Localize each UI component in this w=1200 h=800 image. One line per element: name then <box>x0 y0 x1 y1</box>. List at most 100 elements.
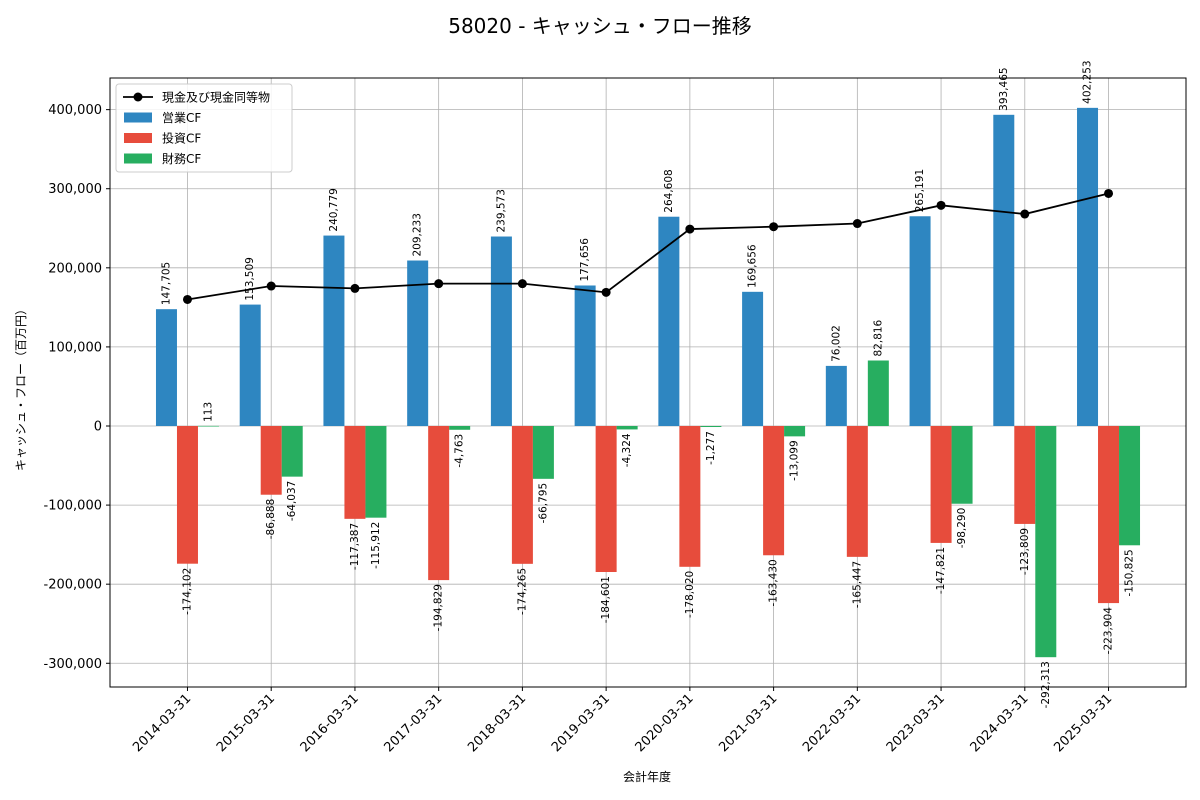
bar-財務CF <box>1119 426 1141 546</box>
bar-財務CF <box>951 426 973 504</box>
line-point <box>601 287 611 297</box>
data-label: -13,099 <box>789 440 801 481</box>
x-tick-label: 2019-03-31 <box>549 691 613 755</box>
y-tick-label: 400,000 <box>48 103 102 118</box>
bar-投資CF <box>344 426 366 519</box>
data-label: 265,191 <box>914 169 926 212</box>
data-label: 239,573 <box>495 189 507 232</box>
bar-財務CF <box>365 426 387 518</box>
bar-財務CF <box>700 426 722 428</box>
legend-swatch <box>124 133 152 143</box>
bar-投資CF <box>595 426 617 573</box>
y-tick-label: -200,000 <box>44 578 102 593</box>
data-label: -165,447 <box>851 561 863 608</box>
legend-swatch <box>124 112 152 123</box>
x-tick-label: 2018-03-31 <box>465 691 529 755</box>
data-label: 82,816 <box>872 319 884 356</box>
bar-営業CF <box>993 114 1015 426</box>
bar-営業CF <box>407 260 429 426</box>
y-tick-label: 200,000 <box>48 261 102 276</box>
bar-投資CF <box>511 426 533 564</box>
legend-marker <box>133 92 143 102</box>
line-point <box>685 224 695 234</box>
bar-財務CF <box>449 426 471 430</box>
data-label: 169,656 <box>747 244 759 288</box>
line-point <box>266 281 276 291</box>
bar-営業CF <box>323 235 345 426</box>
bar-財務CF <box>784 426 806 437</box>
data-label: -184,601 <box>600 576 612 623</box>
data-label: -117,387 <box>349 523 361 570</box>
legend-label: 現金及び現金同等物 <box>162 90 270 105</box>
axes: -300,000 -200,000 -100,000 0 100,000 200,000 3… <box>44 77 1187 755</box>
bar-営業CF <box>490 236 512 426</box>
data-label: 209,233 <box>412 213 424 256</box>
bar-営業CF <box>742 291 764 426</box>
x-tick-label: 2017-03-31 <box>381 691 445 755</box>
y-tick-label: 0 <box>94 420 102 435</box>
data-label: -64,037 <box>286 481 298 522</box>
bar-財務CF <box>1035 426 1057 658</box>
line-point <box>434 279 444 289</box>
bar-投資CF <box>1098 426 1120 604</box>
bar-営業CF <box>1077 107 1099 427</box>
data-label: -174,265 <box>516 568 528 615</box>
bar-財務CF <box>197 425 219 427</box>
legend-swatch <box>124 153 152 164</box>
data-label: -174,102 <box>181 568 193 615</box>
y-tick-label: 300,000 <box>48 182 102 197</box>
x-tick-label: 2025-03-31 <box>1051 691 1115 755</box>
bar-営業CF <box>825 365 847 426</box>
x-tick-label: 2015-03-31 <box>214 691 278 755</box>
plot-frame <box>109 77 1187 688</box>
data-label: -4,324 <box>621 433 633 467</box>
bar-財務CF <box>867 360 889 426</box>
line-point <box>1020 209 1030 219</box>
bar-営業CF <box>658 216 680 426</box>
data-label: 113 <box>202 402 214 422</box>
data-label: 76,002 <box>830 325 842 362</box>
line-point <box>350 283 360 293</box>
bar-営業CF <box>909 216 931 426</box>
bar-投資CF <box>679 426 701 567</box>
bar-財務CF <box>532 426 554 479</box>
line-point <box>936 200 946 210</box>
data-label: 147,705 <box>160 262 172 305</box>
bar-営業CF <box>574 285 596 426</box>
data-label: -163,430 <box>768 559 780 606</box>
x-tick-label: 2022-03-31 <box>800 691 864 755</box>
data-label: -1,277 <box>705 431 717 465</box>
data-label: -150,825 <box>1124 549 1136 596</box>
bar-財務CF <box>616 426 638 430</box>
data-label: -115,912 <box>370 522 382 569</box>
bar-投資CF <box>260 426 282 495</box>
data-label: -123,809 <box>1019 528 1031 575</box>
y-axis-label: キャッシュ・フロー（百万円） <box>14 303 28 471</box>
legend-label: 財務CF <box>162 151 201 166</box>
x-tick-label: 2023-03-31 <box>884 691 948 755</box>
bar-投資CF <box>930 426 952 543</box>
chart-title: 58020 - キャッシュ・フロー推移 <box>448 14 752 38</box>
grid-lines <box>110 78 1186 687</box>
bar-財務CF <box>281 426 303 477</box>
x-tick-label: 2024-03-31 <box>968 691 1032 755</box>
line-cash <box>187 192 1109 301</box>
y-tick-label: -300,000 <box>44 657 102 672</box>
line-point <box>769 222 779 232</box>
data-label: -194,829 <box>433 584 445 631</box>
bar-営業CF <box>239 304 261 426</box>
data-label: -223,904 <box>1103 607 1115 655</box>
bar-投資CF <box>176 426 198 564</box>
data-label: -178,020 <box>684 571 696 618</box>
legend-label: 投資CF <box>162 131 201 146</box>
data-label: -98,290 <box>956 508 968 549</box>
data-label: 402,253 <box>1082 60 1094 103</box>
data-label: -66,795 <box>537 483 549 524</box>
bar-投資CF <box>428 426 450 581</box>
x-axis-label: 会計年度 <box>623 769 671 784</box>
data-label: 240,779 <box>328 188 340 231</box>
y-tick-label: -100,000 <box>44 499 102 514</box>
line-point <box>852 219 862 229</box>
x-tick-label: 2021-03-31 <box>716 691 780 755</box>
